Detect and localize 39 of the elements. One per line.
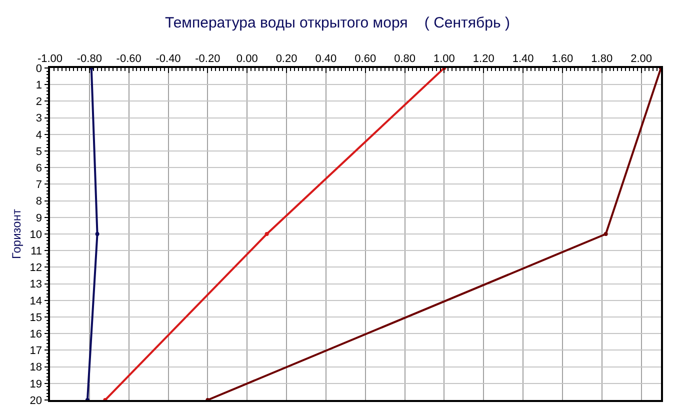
- y-tick-label: 9: [36, 212, 42, 224]
- y-tick-label: 4: [36, 129, 42, 142]
- x-tick-label: 0.80: [394, 52, 416, 65]
- x-tick-label: 0.60: [354, 52, 376, 65]
- x-tick-label: 1.40: [512, 52, 534, 65]
- y-tick-label: 17: [30, 345, 42, 358]
- y-tick-label: 5: [36, 146, 42, 158]
- x-tick-label: 1.80: [591, 52, 613, 65]
- x-tick-label: 1.20: [472, 52, 494, 65]
- x-tick-label: 0.00: [236, 52, 258, 65]
- y-tick-label: 18: [30, 362, 42, 374]
- y-tick-label: 10: [30, 228, 42, 241]
- y-tick-label: 20: [30, 394, 42, 407]
- x-tick-label: -0.40: [156, 52, 181, 65]
- y-tick-label: 3: [36, 112, 42, 125]
- y-tick-label: 0: [36, 62, 42, 75]
- y-axis-title: Горизонт: [10, 208, 24, 259]
- chart-title: Температура воды открытого моря ( Сентябрь ): [165, 14, 510, 32]
- y-tick-label: 14: [30, 295, 42, 308]
- y-tick-label: 13: [30, 278, 42, 291]
- x-tick-label: -0.60: [116, 52, 142, 65]
- y-tick-label: 6: [36, 162, 42, 174]
- y-tick-label: 11: [30, 245, 42, 258]
- x-tick-label: -1.00: [37, 52, 63, 65]
- y-tick-label: 7: [36, 179, 42, 192]
- x-tick-label: 1.00: [433, 52, 455, 65]
- y-tick-label: 19: [30, 378, 42, 390]
- x-tick-label: -0.80: [76, 52, 102, 65]
- x-tick-label: 0.40: [315, 52, 337, 65]
- y-tick-label: 15: [30, 312, 42, 324]
- y-tick-label: 8: [36, 196, 42, 208]
- y-tick-label: 16: [30, 328, 42, 340]
- x-tick-label: 2.00: [630, 52, 652, 65]
- x-tick-label: -0.20: [195, 52, 220, 65]
- y-tick-label: 2: [36, 96, 42, 108]
- x-tick-label: 1.60: [552, 52, 574, 65]
- y-tick-label: 12: [30, 262, 42, 274]
- x-tick-label: 0.20: [276, 52, 298, 65]
- y-tick-label: 1: [36, 79, 42, 92]
